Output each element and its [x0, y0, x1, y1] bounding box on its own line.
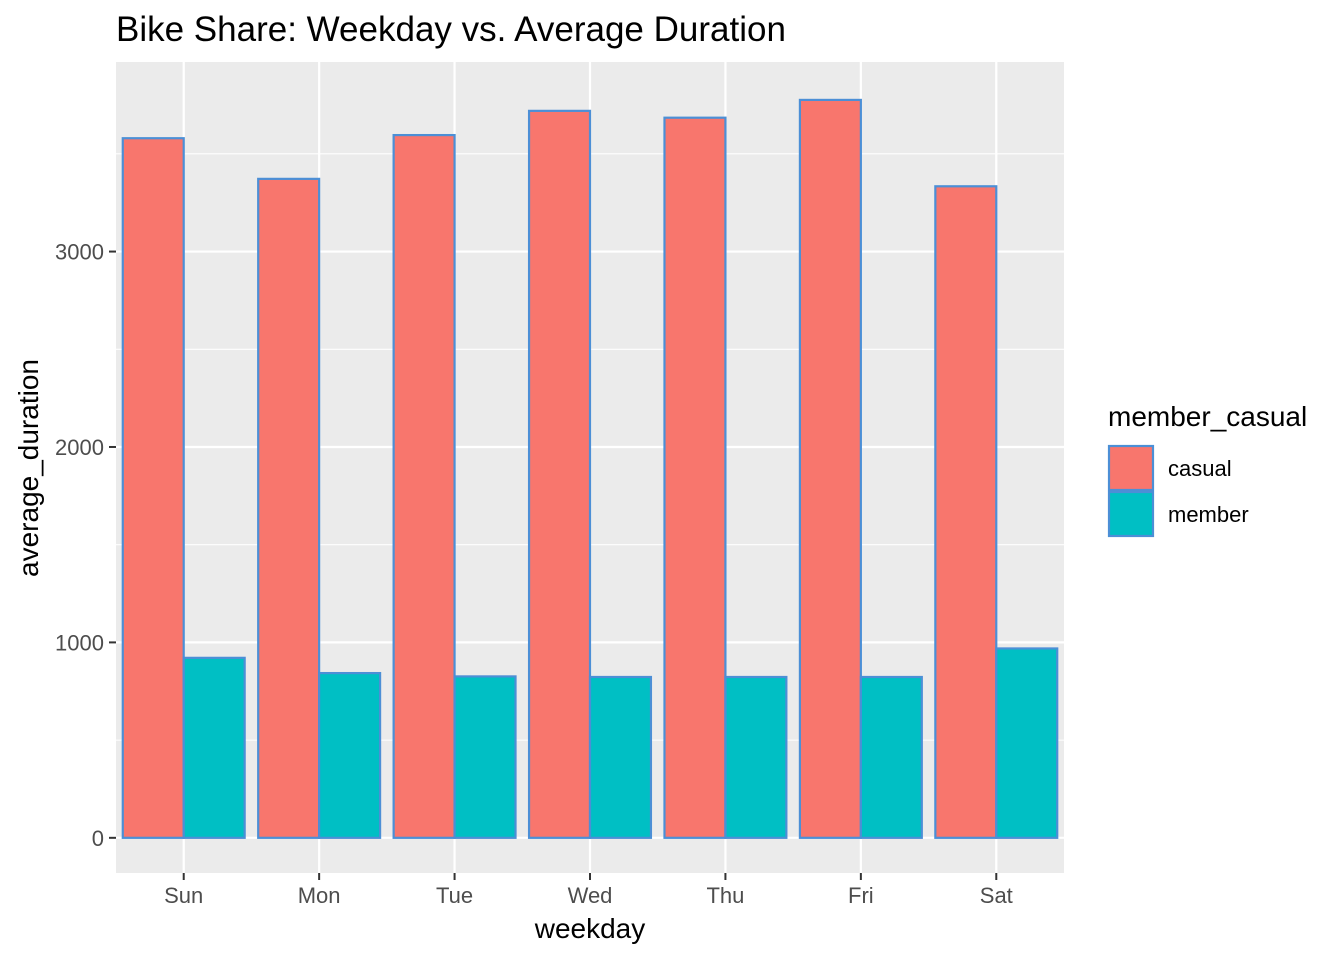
x-tick-label-wed: Wed — [568, 883, 613, 908]
chart-title: Bike Share: Weekday vs. Average Duration — [116, 10, 786, 49]
y-tick-label: 0 — [92, 826, 104, 851]
legend-key-casual — [1107, 444, 1155, 492]
x-tick-label-mon: Mon — [298, 883, 341, 908]
legend-title: member_casual — [1108, 401, 1307, 432]
x-axis-title: weekday — [534, 913, 646, 944]
y-tick-label: 1000 — [55, 630, 104, 655]
axes: 0 1000 2000 3000 Sun Mon Tue Wed Thu Fri Sat — [55, 240, 1013, 908]
bar-member-fri — [859, 675, 923, 839]
bar-member-wed — [588, 675, 653, 839]
legend: member_casual casual member — [1107, 401, 1307, 538]
bar-member-thu — [724, 675, 788, 839]
bars — [121, 98, 1059, 839]
bar-member-tue — [453, 675, 517, 839]
x-tick-label-sat: Sat — [980, 883, 1013, 908]
legend-label-member: member — [1168, 502, 1249, 527]
y-tick-label: 3000 — [55, 240, 104, 265]
bar-member-sun — [182, 656, 246, 839]
bar-casual-wed — [527, 109, 592, 839]
bar-casual-tue — [392, 133, 456, 839]
bar-casual-fri — [798, 98, 862, 839]
x-tick-label-thu: Thu — [706, 883, 744, 908]
y-axis-title: average_duration — [13, 359, 44, 577]
legend-key-member — [1107, 490, 1155, 538]
bar-casual-sat — [934, 185, 998, 839]
bar-casual-sun — [121, 137, 185, 839]
bar-casual-mon — [257, 177, 321, 839]
bar-casual-thu — [663, 116, 727, 839]
x-tick-label-tue: Tue — [436, 883, 473, 908]
x-tick-label-fri: Fri — [848, 883, 874, 908]
bar-member-mon — [318, 671, 382, 839]
bar-member-sat — [995, 647, 1059, 839]
legend-label-casual: casual — [1168, 456, 1232, 481]
y-tick-label: 2000 — [55, 435, 104, 460]
x-tick-label-sun: Sun — [164, 883, 203, 908]
